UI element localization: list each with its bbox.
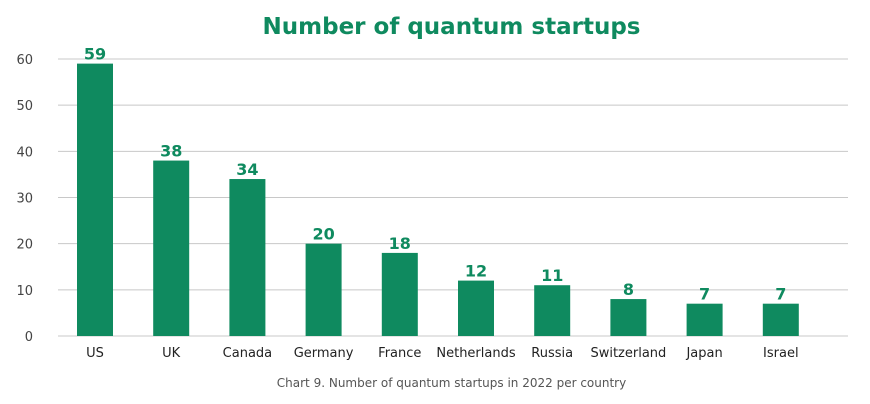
x-category-label-israel: Israel xyxy=(763,346,799,361)
bar-us xyxy=(77,63,113,336)
bar-switzerland xyxy=(610,299,647,336)
bar-germany xyxy=(305,243,342,336)
x-category-label-germany: Germany xyxy=(294,346,354,361)
y-axis-ticks: 0 10 20 30 40 50 60 xyxy=(16,53,33,345)
x-category-label-france: France xyxy=(378,346,421,361)
data-label-france: 18 xyxy=(389,234,411,253)
chart-title: Number of quantum startups xyxy=(262,14,641,40)
data-label-switzerland: 8 xyxy=(623,280,634,299)
bar-uk xyxy=(153,160,190,336)
bar-russia xyxy=(534,285,571,336)
bar-netherlands xyxy=(458,280,494,336)
x-category-label-uk: UK xyxy=(162,346,181,361)
y-tick-label-50: 50 xyxy=(16,99,33,114)
data-label-canada: 34 xyxy=(236,160,258,179)
y-tick-label-0: 0 xyxy=(25,330,33,345)
y-tick-label-20: 20 xyxy=(16,238,33,253)
bar-france xyxy=(381,252,418,336)
x-category-label-netherlands: Netherlands xyxy=(436,346,515,361)
data-label-israel: 7 xyxy=(775,285,786,304)
data-label-uk: 38 xyxy=(160,142,182,161)
x-category-label-switzerland: Switzerland xyxy=(590,346,666,361)
bars xyxy=(77,63,799,336)
bar-canada xyxy=(229,179,266,336)
gridlines xyxy=(58,58,848,337)
y-tick-label-40: 40 xyxy=(16,145,33,160)
data-label-netherlands: 12 xyxy=(465,262,487,281)
data-label-germany: 20 xyxy=(312,225,334,244)
data-label-japan: 7 xyxy=(699,285,710,304)
bar-israel xyxy=(762,303,799,336)
data-label-russia: 11 xyxy=(541,266,563,285)
y-tick-label-60: 60 xyxy=(16,53,33,68)
x-category-label-russia: Russia xyxy=(531,346,573,361)
y-tick-label-30: 30 xyxy=(16,192,33,207)
data-labels: 59 38 34 20 18 12 11 8 7 7 xyxy=(84,45,787,304)
x-category-label-japan: Japan xyxy=(685,346,722,361)
x-category-label-us: US xyxy=(86,346,104,361)
x-category-label-canada: Canada xyxy=(223,346,272,361)
bar-japan xyxy=(686,303,723,336)
chart-caption: Chart 9. Number of quantum startups in 2… xyxy=(276,376,627,390)
data-label-us: 59 xyxy=(84,45,106,64)
y-tick-label-10: 10 xyxy=(16,284,33,299)
x-axis-categories: US UK Canada Germany France Netherlands Russia… xyxy=(86,346,798,361)
